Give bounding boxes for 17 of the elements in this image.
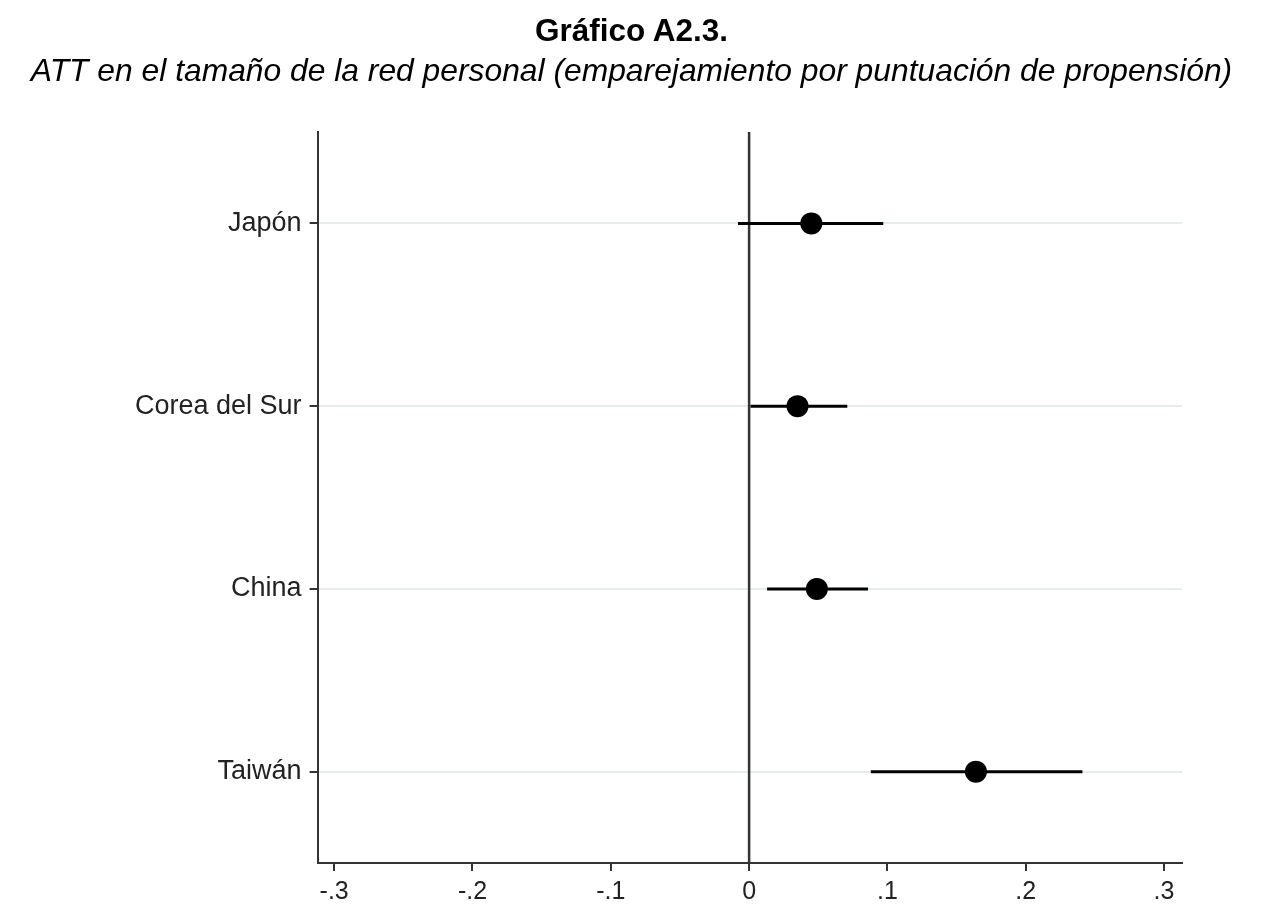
- x-tick-label: -.1: [596, 875, 626, 904]
- x-tick-label: .1: [876, 875, 898, 904]
- x-tick-label: 0: [742, 875, 757, 904]
- x-tick-label: .3: [1153, 875, 1175, 904]
- chart-subtitle: ATT en el tamaño de la red personal (emparejamiento por puntuación de propensión): [28, 51, 1234, 90]
- point: [805, 577, 828, 600]
- x-tick-label: -.3: [319, 875, 349, 904]
- y-tick-label: China: [231, 572, 303, 603]
- point: [800, 212, 823, 235]
- x-tick-label: .2: [1015, 875, 1037, 904]
- x-tick-label: -.2: [457, 875, 488, 904]
- point: [964, 760, 987, 783]
- point: [786, 395, 809, 418]
- chart-title: Gráfico A2.3.: [533, 11, 730, 50]
- y-tick-label: Corea del Sur: [134, 389, 302, 420]
- y-tick-label: Japón: [228, 206, 302, 237]
- y-tick-label: Taiwán: [217, 755, 302, 786]
